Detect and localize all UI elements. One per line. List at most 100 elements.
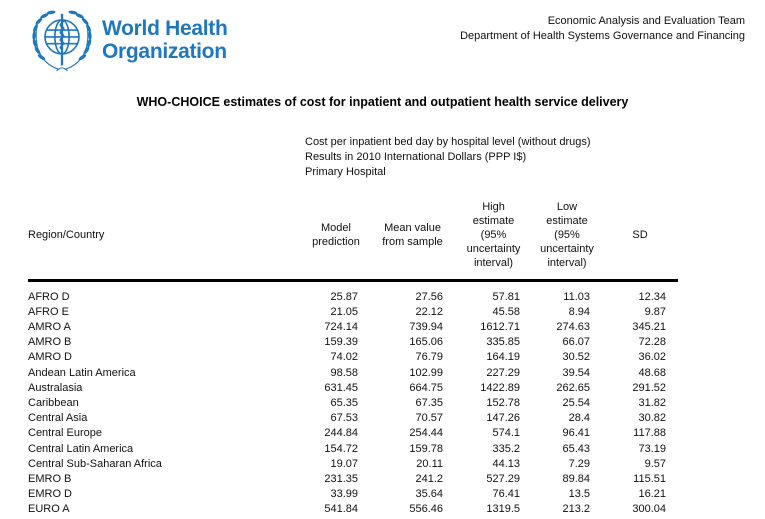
value-cell: 96.41 [562, 427, 590, 440]
region-cell: EURO A [28, 503, 70, 516]
value-cell: 1319.5 [486, 503, 520, 516]
value-cell: 300.04 [632, 503, 666, 516]
value-cell: 36.02 [638, 351, 666, 364]
value-cell: 21.05 [330, 305, 358, 318]
region-cell: Caribbean [28, 396, 79, 409]
value-cell: 164.19 [486, 351, 520, 364]
who-logo: World Health Organization [28, 8, 228, 74]
team-line1: Economic Analysis and Evaluation Team [547, 15, 745, 27]
value-cell: 345.21 [632, 320, 666, 333]
value-cell: 76.41 [492, 488, 520, 501]
value-cell: 28.4 [568, 412, 590, 425]
value-cell: 16.21 [638, 488, 666, 501]
value-cell: 244.84 [324, 427, 358, 440]
value-cell: 147.26 [486, 412, 520, 425]
page-title: WHO-CHOICE estimates of cost for inpatie… [136, 95, 629, 109]
value-cell: 241.2 [415, 472, 443, 485]
value-cell: 76.79 [415, 351, 443, 364]
value-cell: 30.52 [562, 351, 590, 364]
table-row: Central Sub-Saharan Africa 19.07 20.11 44.1… [28, 457, 678, 472]
region-cell: EMRO D [28, 488, 72, 501]
cost-table-body: AFRO D 25.87 27.56 57.81 11.03 12.34 AFRO E 21.… [28, 280, 678, 518]
value-cell: 152.78 [486, 396, 520, 409]
region-cell: AMRO A [28, 320, 71, 333]
region-cell: Central Sub-Saharan Africa [28, 457, 162, 470]
value-cell: 291.52 [632, 381, 666, 394]
value-cell: 98.58 [330, 366, 358, 379]
value-cell: 115.51 [633, 472, 666, 485]
region-cell: Central Latin America [28, 442, 134, 455]
value-cell: 664.75 [409, 381, 443, 394]
region-cell: EMRO B [28, 472, 72, 485]
value-cell: 39.54 [562, 366, 590, 379]
value-cell: 27.56 [415, 290, 443, 303]
who-wordmark-line1: World Health [102, 17, 228, 40]
value-cell: 30.82 [638, 412, 666, 425]
value-cell: 8.94 [568, 305, 590, 318]
value-cell: 556.46 [409, 503, 443, 516]
table-row: AFRO E 21.05 22.12 45.58 8.94 9.87 [28, 305, 678, 320]
value-cell: 74.02 [330, 351, 358, 364]
value-cell: 1612.71 [480, 320, 520, 333]
value-cell: 22.12 [415, 305, 443, 318]
region-cell: AMRO D [28, 351, 72, 364]
table-row: AFRO D 25.87 27.56 57.81 11.03 12.34 [28, 280, 678, 305]
value-cell: 335.85 [486, 336, 520, 349]
value-cell: 154.72 [324, 442, 358, 455]
region-cell: Central Asia [28, 412, 88, 425]
value-cell: 631.45 [324, 381, 358, 394]
value-cell: 12.34 [638, 290, 666, 303]
value-cell: 159.39 [324, 336, 358, 349]
value-cell: 159.78 [409, 442, 443, 455]
value-cell: 7.29 [568, 457, 590, 470]
value-cell: 19.07 [330, 457, 358, 470]
table-row: AMRO A 724.14 739.94 1612.71 274.63 345.21 [28, 320, 678, 335]
value-cell: 527.29 [486, 472, 520, 485]
region-cell: AFRO D [28, 290, 70, 303]
value-cell: 9.57 [644, 457, 666, 470]
cost-table: Region/Country Model prediction Mean val… [28, 192, 678, 518]
value-cell: 89.84 [562, 472, 590, 485]
value-cell: 48.68 [638, 366, 666, 379]
value-cell: 574.1 [492, 427, 520, 440]
table-subtitle: Cost per inpatient bed day by hospital l… [305, 135, 765, 180]
col-header-sd: SD [602, 192, 678, 282]
col-header-region: Region/Country [28, 192, 302, 282]
table-row: EMRO B 231.35 241.2 527.29 89.84 115.51 [28, 472, 678, 487]
value-cell: 67.35 [415, 396, 443, 409]
value-cell: 72.28 [638, 336, 666, 349]
value-cell: 724.14 [324, 320, 358, 333]
value-cell: 335.2 [492, 442, 520, 455]
col-header-high-estimate: High estimate (95% uncertainty interval) [455, 192, 532, 282]
value-cell: 13.5 [568, 488, 590, 501]
value-cell: 231.35 [324, 472, 358, 485]
who-wordmark: World Health Organization [102, 17, 228, 63]
table-row: Central Europe 244.84 254.44 574.1 96.41 117.… [28, 426, 678, 441]
col-header-low-estimate: Low estimate (95% uncertainty interval) [532, 192, 602, 282]
table-row: Central Asia 67.53 70.57 147.26 28.4 30.82 [28, 411, 678, 426]
region-cell: Australasia [28, 381, 83, 394]
value-cell: 57.81 [492, 290, 520, 303]
table-row: AMRO D 74.02 76.79 164.19 30.52 36.02 [28, 350, 678, 365]
value-cell: 70.57 [415, 412, 443, 425]
team-block: Economic Analysis and Evaluation Team De… [460, 14, 745, 44]
value-cell: 541.84 [324, 503, 358, 516]
value-cell: 44.13 [492, 457, 520, 470]
table-row: EURO A 541.84 556.46 1319.5 213.2 300.04 [28, 502, 678, 517]
value-cell: 165.06 [409, 336, 443, 349]
value-cell: 66.07 [562, 336, 590, 349]
who-emblem-icon [32, 10, 92, 72]
value-cell: 11.03 [563, 290, 590, 303]
table-row: Andean Latin America 98.58 102.99 227.29 39.… [28, 366, 678, 381]
value-cell: 227.29 [486, 366, 520, 379]
value-cell: 73.19 [638, 442, 666, 455]
col-header-mean-value: Mean value from sample [370, 192, 455, 282]
value-cell: 31.82 [638, 396, 666, 409]
region-cell: AMRO B [28, 336, 72, 349]
subtitle-line3: Primary Hospital [305, 166, 386, 178]
region-cell: Central Europe [28, 427, 102, 440]
cost-table-header: Region/Country Model prediction Mean val… [28, 192, 678, 282]
value-cell: 20.11 [416, 457, 443, 470]
value-cell: 739.94 [409, 320, 443, 333]
table-row: Caribbean 65.35 67.35 152.78 25.54 31.82 [28, 396, 678, 411]
